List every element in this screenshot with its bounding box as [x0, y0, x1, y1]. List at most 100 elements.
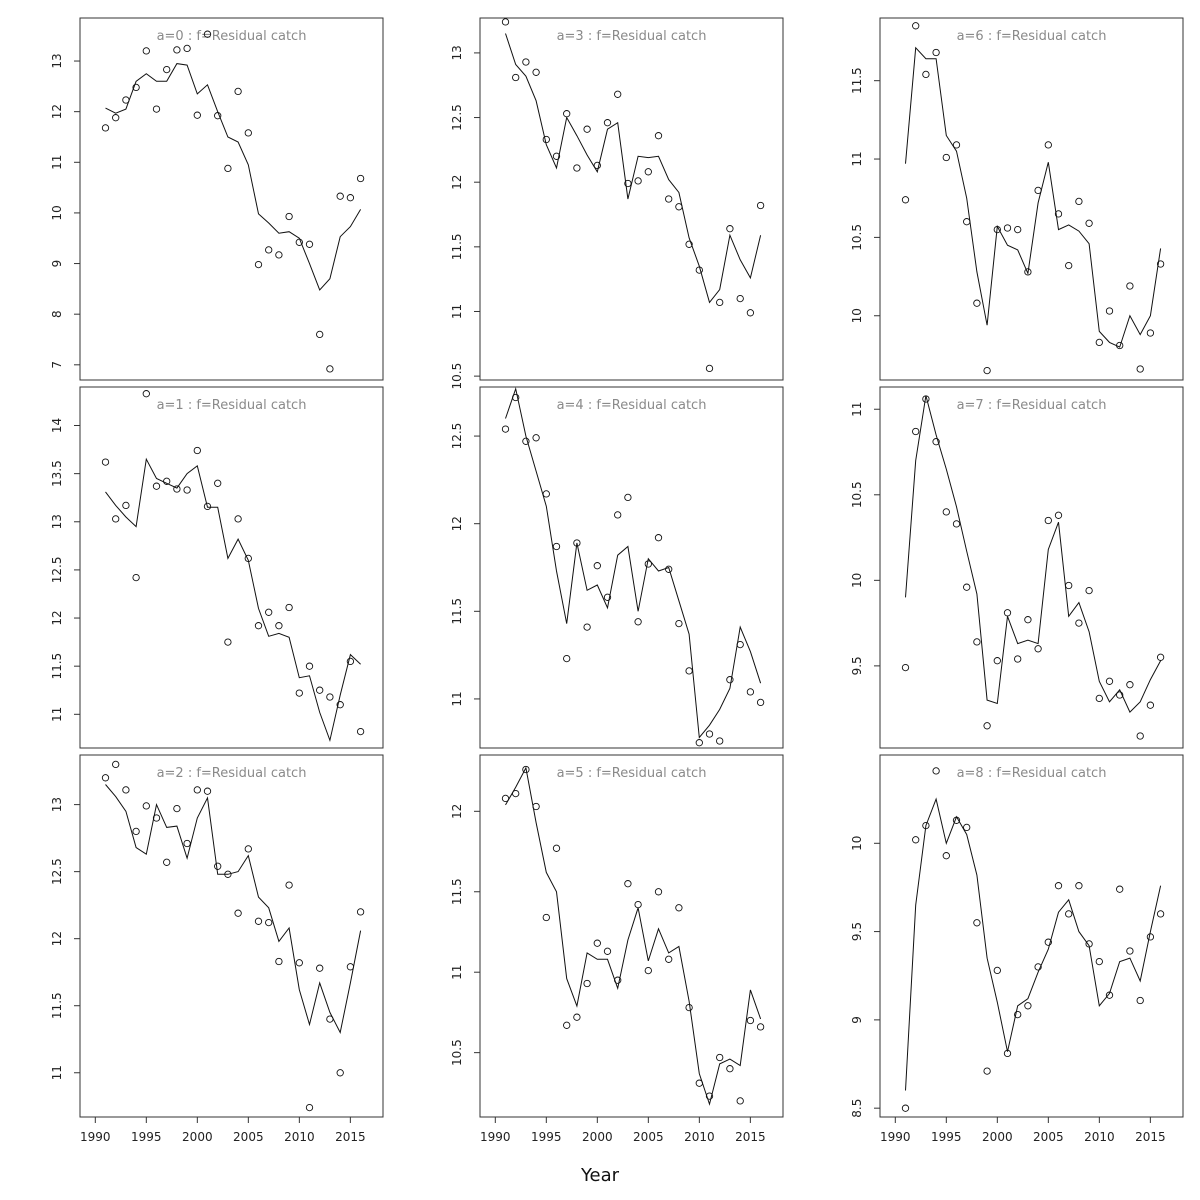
observed-point	[532, 802, 540, 811]
observed-point	[726, 1065, 734, 1073]
observed-point	[203, 502, 212, 511]
observed-point	[973, 919, 981, 927]
panel-frame	[479, 386, 784, 749]
observed-point	[305, 662, 314, 670]
observed-point	[336, 192, 344, 200]
observed-point	[932, 767, 940, 775]
observed-point	[942, 508, 950, 516]
observed-point	[214, 862, 222, 870]
observed-point	[614, 976, 622, 984]
observed-point	[746, 1016, 755, 1025]
observed-point	[736, 1097, 744, 1105]
observed-point	[346, 657, 355, 666]
y-tick-label: 11	[450, 691, 464, 706]
x-tick-label: 2015	[1135, 1130, 1166, 1144]
y-tick-label: 12.5	[50, 858, 64, 885]
observed-point	[665, 195, 673, 203]
x-tick-label: 2010	[284, 1130, 315, 1144]
observed-point	[1095, 957, 1103, 966]
observed-point	[552, 542, 561, 551]
panel-a4: a=4 : f=Residual catch 11 11.5 12 12.5	[450, 386, 784, 749]
panel-title: a=6 : f=Residual catch	[957, 29, 1107, 44]
observed-point	[654, 888, 663, 896]
observed-point	[522, 765, 530, 774]
observed-point	[265, 918, 273, 927]
observed-point	[593, 161, 601, 170]
observed-point	[1054, 511, 1063, 519]
observed-point	[583, 125, 591, 133]
observed-point	[1136, 996, 1144, 1005]
observed-point	[634, 900, 642, 909]
observed-point	[1146, 701, 1155, 709]
observed-point	[644, 168, 652, 176]
x-tick-label: 2010	[1084, 1130, 1115, 1144]
observed-point	[542, 135, 550, 144]
panel-a7: a=7 : f=Residual catch 9.5 10 10.5 11	[850, 386, 1184, 749]
observed-point	[1034, 963, 1042, 971]
observed-point	[1044, 141, 1052, 149]
y-tick-label: 11	[50, 1065, 64, 1080]
observed-point	[583, 623, 591, 631]
y-tick-label: 11.5	[450, 598, 464, 625]
observed-point	[705, 730, 714, 738]
x-tick-label: 1990	[80, 1130, 111, 1144]
observed-point	[285, 603, 293, 612]
observed-point	[532, 434, 540, 442]
observed-point	[614, 511, 622, 519]
y-tick-label: 8.5	[850, 1099, 864, 1118]
panel-a8: a=8 : f=Residual catch 8.5 9 9.5 10 1990 1995 2…	[850, 754, 1184, 1144]
observed-point	[316, 964, 324, 972]
observed-point	[163, 65, 171, 74]
observed-point	[593, 562, 601, 570]
y-tick-label: 12.5	[450, 423, 464, 450]
observed-point	[193, 111, 201, 119]
observed-point	[244, 554, 252, 563]
observed-point	[1156, 910, 1165, 918]
observed-point	[254, 260, 263, 269]
observed-point	[603, 119, 612, 127]
panel-a2: a=2 : f=Residual catch 11 11.5 12 12.5 13 1990…	[50, 754, 384, 1144]
observed-point	[193, 786, 201, 794]
fitted-line	[505, 33, 762, 304]
y-tick-label: 12	[450, 516, 464, 531]
observed-point	[101, 458, 110, 466]
observed-point	[112, 515, 120, 523]
observed-point	[1003, 609, 1012, 617]
observed-point	[234, 87, 242, 96]
y-tick-label: 10.5	[850, 224, 864, 251]
observed-point	[316, 330, 324, 339]
y-tick-label: 13	[50, 514, 64, 529]
observed-point	[901, 196, 910, 204]
x-tick-label: 1995	[131, 1130, 162, 1144]
y-tick-label: 9	[850, 1016, 864, 1024]
observed-point	[132, 827, 140, 836]
observed-point	[346, 194, 355, 202]
observed-point	[1054, 210, 1063, 218]
observed-point	[224, 638, 232, 646]
observed-point	[142, 390, 150, 398]
x-tick-label: 2015	[335, 1130, 366, 1144]
observed-point	[1014, 1010, 1022, 1019]
observed-point	[624, 179, 632, 188]
observed-point	[152, 482, 161, 490]
x-tick-label: 1995	[531, 1130, 562, 1144]
y-tick-label: 11.5	[50, 992, 64, 1019]
observed-point	[922, 70, 930, 79]
observed-point	[224, 870, 232, 878]
observed-point	[654, 132, 663, 140]
observed-point	[942, 852, 950, 860]
observed-point	[112, 760, 120, 769]
y-tick-label: 10.5	[850, 481, 864, 508]
y-tick-label: 14	[50, 418, 64, 433]
observed-point	[326, 693, 334, 701]
observed-point	[583, 979, 591, 988]
fitted-line	[105, 457, 361, 743]
observed-point	[573, 1013, 581, 1021]
observed-point	[901, 1104, 910, 1112]
observed-point	[726, 676, 734, 684]
y-tick-label: 11.5	[450, 878, 464, 905]
observed-point	[122, 786, 130, 794]
observed-point	[573, 539, 581, 547]
y-tick-label: 13	[450, 45, 464, 60]
